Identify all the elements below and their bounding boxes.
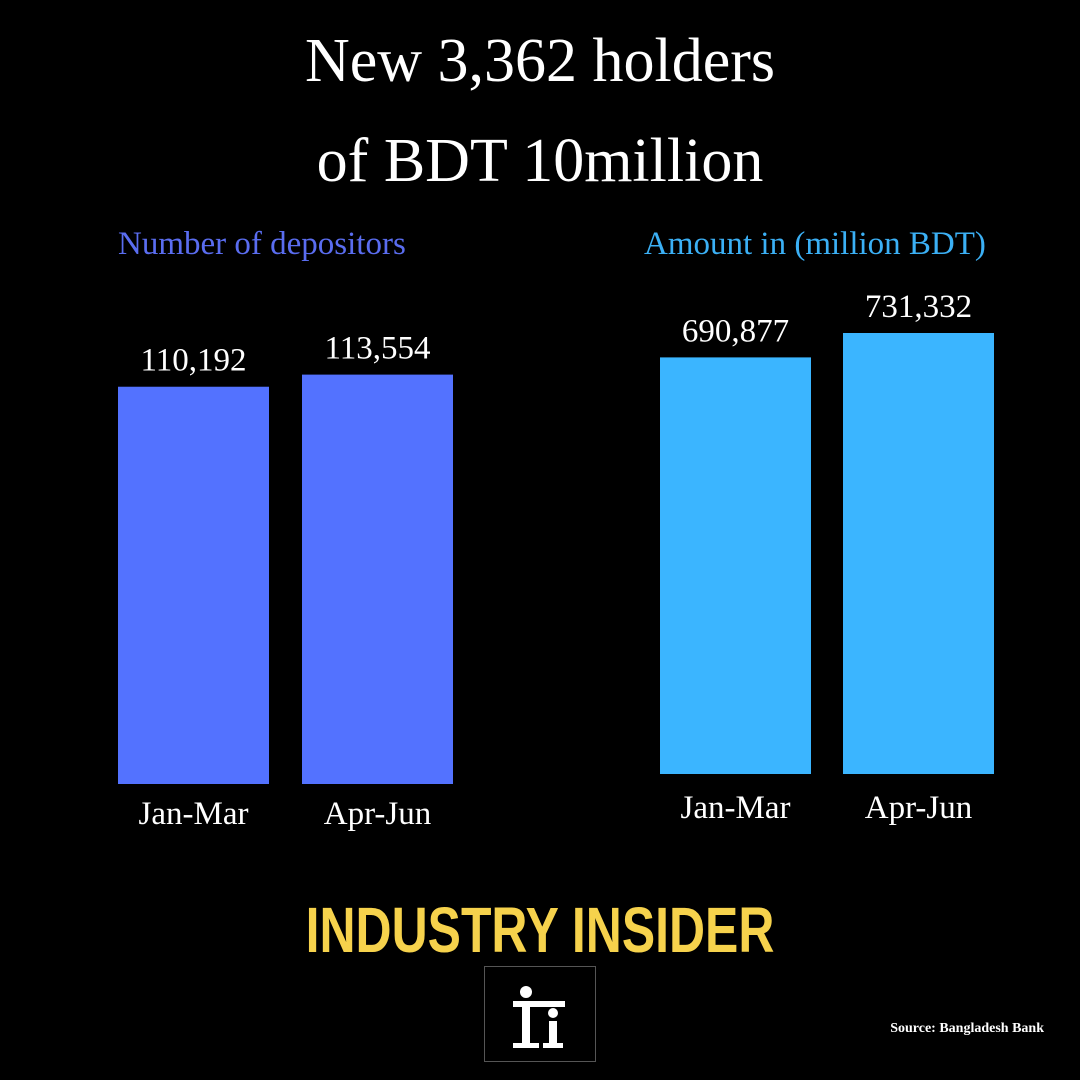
depositors-bar-jan-mar bbox=[118, 386, 269, 784]
amount-value-label-jan-mar: 690,877 bbox=[682, 313, 789, 349]
depositors-category-label-apr-jun: Apr-Jun bbox=[324, 796, 432, 832]
depositors-value-label-apr-jun: 113,554 bbox=[324, 331, 430, 367]
amount-chart-title: Amount in (million BDT) bbox=[644, 226, 986, 262]
amount-bar-apr-jun bbox=[843, 333, 994, 774]
depositors-category-label-jan-mar: Jan-Mar bbox=[139, 796, 249, 832]
title-line-2: of BDT 10million bbox=[316, 127, 764, 195]
depositors-chart-title: Number of depositors bbox=[118, 226, 406, 262]
amount-value-label-apr-jun: 731,332 bbox=[865, 289, 972, 325]
depositors-value-label-jan-mar: 110,192 bbox=[140, 343, 246, 379]
source-note: Source: Bangladesh Bank bbox=[890, 1021, 1044, 1036]
amount-category-label-jan-mar: Jan-Mar bbox=[681, 790, 791, 826]
depositors-bar-apr-jun bbox=[302, 374, 453, 784]
logo-mark-icon bbox=[513, 986, 565, 1048]
amount-bar-jan-mar bbox=[660, 357, 811, 774]
amount-category-label-apr-jun: Apr-Jun bbox=[865, 790, 973, 826]
title-line-1: New 3,362 holders bbox=[304, 27, 776, 95]
industry-insider-logo bbox=[484, 966, 596, 1062]
brand-name: INDUSTRY INSIDER bbox=[305, 894, 775, 966]
